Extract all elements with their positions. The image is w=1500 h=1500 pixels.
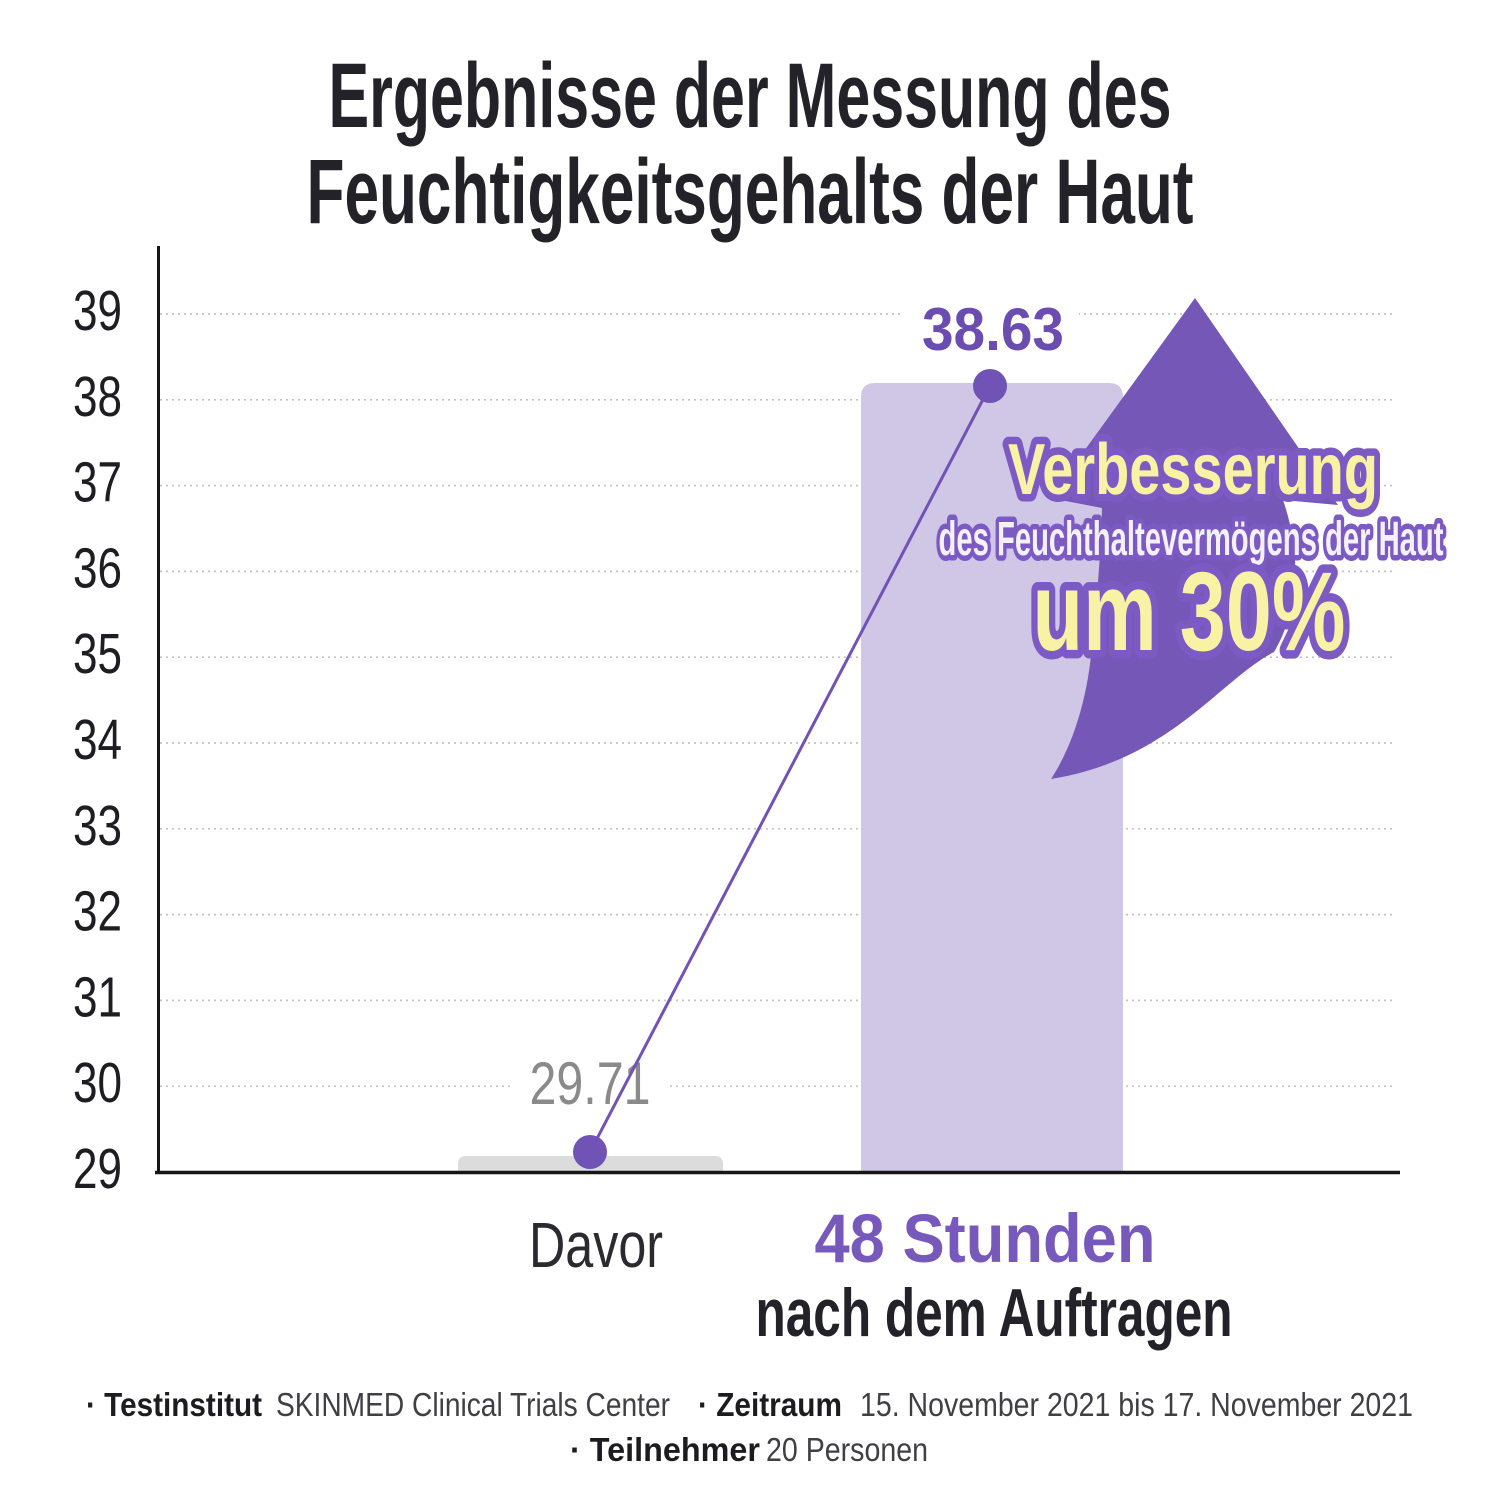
svg-text:34: 34 (73, 708, 122, 772)
svg-text:48 Stunden: 48 Stunden (815, 1200, 1156, 1277)
svg-text:· Teilnehmer: · Teilnehmer (570, 1431, 760, 1468)
svg-text:35: 35 (73, 622, 122, 686)
svg-text:Feuchtigkeitsgehalts der Haut: Feuchtigkeitsgehalts der Haut (307, 141, 1194, 243)
svg-text:29.71: 29.71 (530, 1050, 651, 1117)
svg-text:nach dem Auftragen: nach dem Auftragen (756, 1275, 1233, 1351)
svg-text:32: 32 (73, 880, 122, 944)
svg-text:Davor: Davor (529, 1209, 663, 1281)
svg-text:Verbesserung: Verbesserung (1008, 430, 1378, 510)
svg-text:20 Personen: 20 Personen (766, 1431, 928, 1468)
svg-text:des Feuchthaltevermögens der H: des Feuchthaltevermögens der Haut (939, 513, 1444, 566)
svg-text:SKINMED Clinical Trials Center: SKINMED Clinical Trials Center (276, 1386, 670, 1423)
svg-text:15. November 2021 bis 17. Nove: 15. November 2021 bis 17. November 2021 (860, 1386, 1413, 1423)
svg-text:38: 38 (73, 365, 122, 429)
svg-text:33: 33 (73, 794, 122, 858)
svg-text:Ergebnisse der Messung des: Ergebnisse der Messung des (329, 45, 1172, 147)
svg-text:37: 37 (73, 451, 122, 515)
svg-text:· Testinstitut: · Testinstitut (86, 1386, 262, 1423)
svg-text:29: 29 (73, 1137, 122, 1201)
svg-text:36: 36 (73, 536, 122, 600)
svg-text:· Zeitraum: · Zeitraum (698, 1386, 842, 1423)
svg-text:39: 39 (73, 279, 122, 343)
svg-text:30: 30 (73, 1051, 122, 1115)
svg-text:31: 31 (73, 965, 122, 1029)
svg-text:38.63: 38.63 (922, 296, 1064, 363)
svg-text:um 30%: um 30% (1033, 549, 1346, 674)
